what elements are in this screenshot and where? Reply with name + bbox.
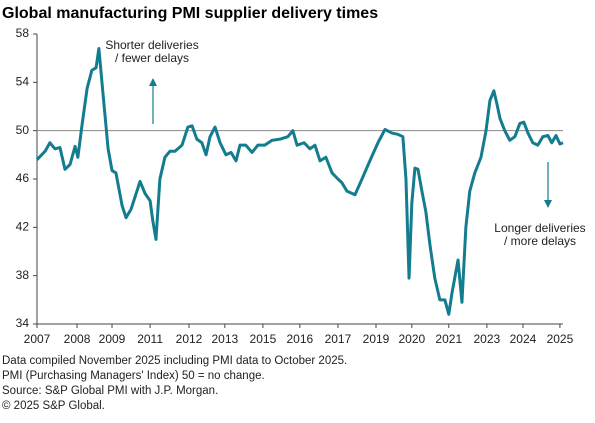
y-tick-label: 38 [16, 268, 30, 282]
x-tick-label: 2011 [137, 332, 163, 346]
footnote: Data compiled November 2025 including PM… [2, 355, 347, 367]
annotation: / fewer delays [115, 51, 189, 65]
x-tick-label: 2009 [99, 332, 126, 346]
y-tick-label: 34 [16, 316, 30, 330]
y-tick-label: 50 [16, 123, 30, 137]
y-tick-label: 46 [16, 171, 30, 185]
x-tick-label: 2007 [24, 332, 51, 346]
x-tick-label: 2023 [474, 332, 501, 346]
x-tick-label: 2025 [547, 332, 574, 346]
y-tick-label: 58 [16, 26, 30, 40]
x-tick-label: 2012 [176, 332, 203, 346]
chart-title: Global manufacturing PMI supplier delive… [2, 5, 378, 22]
x-tick-label: 2015 [250, 332, 277, 346]
footnote: PMI (Purchasing Managers' Index) 50 = no… [2, 370, 265, 382]
annotation: Longer deliveries [494, 221, 585, 235]
x-tick-label: 2008 [64, 332, 91, 346]
x-tick-label: 2013 [211, 332, 238, 346]
footnote: © 2025 S&P Global. [2, 400, 105, 412]
annotation: Shorter deliveries [105, 38, 198, 52]
x-tick-label: 2016 [287, 332, 314, 346]
line-series [35, 47, 564, 316]
x-tick-label: 2019 [363, 332, 390, 346]
x-tick-label: 2021 [435, 332, 462, 346]
x-tick-label: 2020 [398, 332, 425, 346]
arrow-head [544, 200, 552, 208]
y-tick-label: 42 [16, 220, 30, 234]
x-tick-label: 2024 [510, 332, 537, 346]
arrow-head [149, 78, 157, 86]
annotation: / more delays [504, 234, 576, 248]
x-tick-label: 2017 [325, 332, 352, 346]
y-tick-label: 54 [16, 75, 30, 89]
footnote: Source: S&P Global PMI with J.P. Morgan. [2, 385, 218, 397]
